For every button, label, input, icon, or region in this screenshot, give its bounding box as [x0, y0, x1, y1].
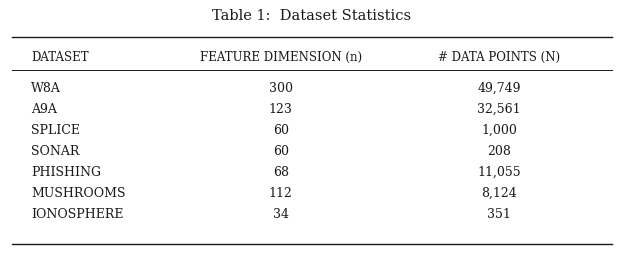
Text: 34: 34	[273, 208, 289, 221]
Text: DATASET: DATASET	[31, 51, 89, 64]
Text: 32,561: 32,561	[477, 103, 521, 116]
Text: 8,124: 8,124	[481, 187, 517, 200]
Text: 60: 60	[273, 145, 289, 158]
Text: 49,749: 49,749	[477, 82, 521, 95]
Text: 123: 123	[269, 103, 293, 116]
Text: 1,000: 1,000	[481, 124, 517, 137]
Text: A9A: A9A	[31, 103, 57, 116]
Text: Table 1:  Dataset Statistics: Table 1: Dataset Statistics	[212, 9, 412, 23]
Text: FEATURE DIMENSION (n): FEATURE DIMENSION (n)	[200, 51, 362, 64]
Text: PHISHING: PHISHING	[31, 166, 101, 179]
Text: MUSHROOMS: MUSHROOMS	[31, 187, 125, 200]
Text: SPLICE: SPLICE	[31, 124, 80, 137]
Text: 112: 112	[269, 187, 293, 200]
Text: 11,055: 11,055	[477, 166, 521, 179]
Text: SONAR: SONAR	[31, 145, 80, 158]
Text: 68: 68	[273, 166, 289, 179]
Text: 208: 208	[487, 145, 511, 158]
Text: 351: 351	[487, 208, 511, 221]
Text: IONOSPHERE: IONOSPHERE	[31, 208, 124, 221]
Text: # DATA POINTS (N): # DATA POINTS (N)	[438, 51, 560, 64]
Text: 300: 300	[269, 82, 293, 95]
Text: 60: 60	[273, 124, 289, 137]
Text: W8A: W8A	[31, 82, 61, 95]
